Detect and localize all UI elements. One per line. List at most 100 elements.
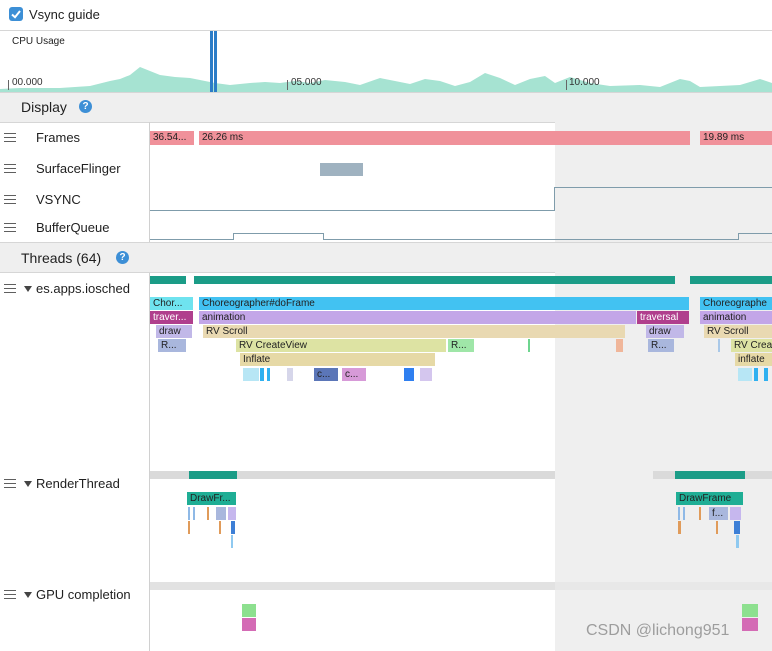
trace-slice[interactable]: draw bbox=[156, 325, 192, 338]
trace-slice[interactable]: R... bbox=[648, 339, 674, 352]
trace-slice[interactable]: animation bbox=[700, 311, 772, 324]
trace-slice[interactable]: R... bbox=[158, 339, 186, 352]
thread-state-idle bbox=[555, 471, 653, 479]
vsync-signal-high bbox=[554, 187, 772, 188]
trace-slice[interactable] bbox=[764, 368, 768, 381]
trace-slice[interactable]: traversal bbox=[637, 311, 689, 324]
thread-state-running[interactable] bbox=[150, 276, 186, 284]
drag-handle-icon[interactable] bbox=[4, 164, 16, 173]
trace-slice[interactable] bbox=[678, 521, 681, 534]
trace-slice[interactable]: inflate bbox=[735, 353, 772, 366]
trace-slice[interactable] bbox=[683, 507, 685, 520]
vsync-signal-low bbox=[150, 210, 555, 211]
trace-slice[interactable] bbox=[404, 368, 414, 381]
drag-handle-icon[interactable] bbox=[4, 133, 16, 142]
thread-name: RenderThread bbox=[36, 476, 120, 491]
gpu-slice[interactable] bbox=[742, 604, 758, 617]
trace-slice[interactable] bbox=[216, 507, 226, 520]
vsync-guide-checkbox[interactable] bbox=[9, 7, 23, 21]
trace-slice[interactable] bbox=[730, 507, 741, 520]
trace-slice[interactable] bbox=[188, 507, 190, 520]
thread-state-running[interactable] bbox=[189, 471, 237, 479]
cpu-usage-label: CPU Usage bbox=[12, 36, 65, 47]
trace-slice[interactable]: RV Scroll bbox=[704, 325, 772, 338]
frame-bar[interactable]: 26.26 ms bbox=[199, 131, 690, 145]
trace-slice[interactable] bbox=[736, 535, 739, 548]
time-tick-label: 10.000 bbox=[569, 77, 600, 88]
drag-handle-icon[interactable] bbox=[4, 284, 16, 293]
thread-state-running[interactable] bbox=[675, 471, 745, 479]
trace-slice[interactable] bbox=[228, 507, 236, 520]
threads-section-header[interactable]: Threads (64) ? bbox=[0, 242, 772, 273]
trace-slice[interactable] bbox=[219, 521, 221, 534]
trace-slice[interactable] bbox=[207, 507, 209, 520]
trace-slice[interactable] bbox=[718, 339, 720, 352]
surfaceflinger-slice[interactable] bbox=[320, 163, 363, 176]
trace-slice[interactable] bbox=[734, 521, 740, 534]
label-column-divider bbox=[149, 122, 150, 651]
cpu-selection-marker[interactable] bbox=[210, 31, 213, 93]
trace-slice[interactable] bbox=[231, 521, 235, 534]
trace-slice[interactable] bbox=[287, 368, 293, 381]
trace-slice[interactable] bbox=[678, 507, 680, 520]
bufferqueue-label: BufferQueue bbox=[36, 220, 110, 235]
trace-slice[interactable] bbox=[754, 368, 758, 381]
help-icon[interactable]: ? bbox=[116, 251, 129, 264]
trace-slice[interactable]: RV CreateView bbox=[236, 339, 446, 352]
trace-slice[interactable]: draw bbox=[646, 325, 684, 338]
thread-state-sleeping bbox=[150, 582, 772, 590]
trace-slice[interactable]: animation bbox=[199, 311, 636, 324]
time-tick-label: 05.000 bbox=[291, 77, 322, 88]
cpu-usage-chart bbox=[0, 67, 772, 93]
trace-slice[interactable]: c... bbox=[314, 368, 338, 381]
trace-slice[interactable] bbox=[420, 368, 432, 381]
drag-handle-icon[interactable] bbox=[4, 590, 16, 599]
vsync-signal-edge bbox=[554, 187, 555, 211]
drag-handle-icon[interactable] bbox=[4, 479, 16, 488]
collapse-arrow-icon[interactable] bbox=[24, 481, 32, 487]
trace-slice[interactable] bbox=[231, 535, 233, 548]
display-section-header[interactable]: Display ? bbox=[0, 92, 772, 123]
frame-bar[interactable]: 36.54... bbox=[150, 131, 194, 145]
trace-slice[interactable]: DrawFrame bbox=[676, 492, 743, 505]
thread-state-running[interactable] bbox=[690, 276, 772, 284]
trace-slice[interactable]: RV Crea bbox=[731, 339, 772, 352]
gpu-slice[interactable] bbox=[242, 604, 256, 617]
gpu-slice[interactable] bbox=[242, 618, 256, 631]
watermark: CSDN @lichong951 bbox=[586, 622, 730, 639]
gpu-slice[interactable] bbox=[742, 618, 758, 631]
trace-slice[interactable] bbox=[188, 521, 190, 534]
trace-slice[interactable] bbox=[616, 339, 623, 352]
trace-slice[interactable] bbox=[267, 368, 270, 381]
trace-slice[interactable]: R... bbox=[448, 339, 474, 352]
trace-slice[interactable]: Chor... bbox=[150, 297, 193, 310]
collapse-arrow-icon[interactable] bbox=[24, 286, 32, 292]
bufferqueue-signal bbox=[150, 239, 233, 240]
vsync-label: VSYNC bbox=[36, 192, 81, 207]
trace-slice[interactable] bbox=[243, 368, 259, 381]
trace-slice[interactable]: DrawFr... bbox=[187, 492, 236, 505]
trace-slice[interactable]: RV Scroll bbox=[203, 325, 625, 338]
cpu-usage-track[interactable]: CPU Usage bbox=[0, 30, 772, 93]
trace-slice[interactable] bbox=[699, 507, 701, 520]
thread-state-running[interactable] bbox=[194, 276, 675, 284]
trace-slice[interactable] bbox=[193, 507, 195, 520]
help-icon[interactable]: ? bbox=[79, 100, 92, 113]
trace-slice[interactable]: Choreographer#doFrame bbox=[199, 297, 689, 310]
bufferqueue-signal bbox=[323, 239, 738, 240]
trace-slice[interactable]: c... bbox=[342, 368, 366, 381]
trace-slice[interactable]: Choreographe bbox=[700, 297, 772, 310]
cpu-selection-marker[interactable] bbox=[214, 31, 217, 93]
trace-slice[interactable] bbox=[528, 339, 530, 352]
trace-slice[interactable] bbox=[716, 521, 718, 534]
trace-slice[interactable] bbox=[738, 368, 752, 381]
thread-state-sleeping bbox=[150, 471, 772, 479]
drag-handle-icon[interactable] bbox=[4, 195, 16, 204]
trace-slice[interactable] bbox=[260, 368, 264, 381]
trace-slice[interactable]: Inflate bbox=[240, 353, 435, 366]
trace-slice[interactable]: f... bbox=[709, 507, 728, 520]
collapse-arrow-icon[interactable] bbox=[24, 592, 32, 598]
frame-bar[interactable]: 19.89 ms bbox=[700, 131, 772, 145]
drag-handle-icon[interactable] bbox=[4, 223, 16, 232]
trace-slice[interactable]: traver... bbox=[150, 311, 193, 324]
